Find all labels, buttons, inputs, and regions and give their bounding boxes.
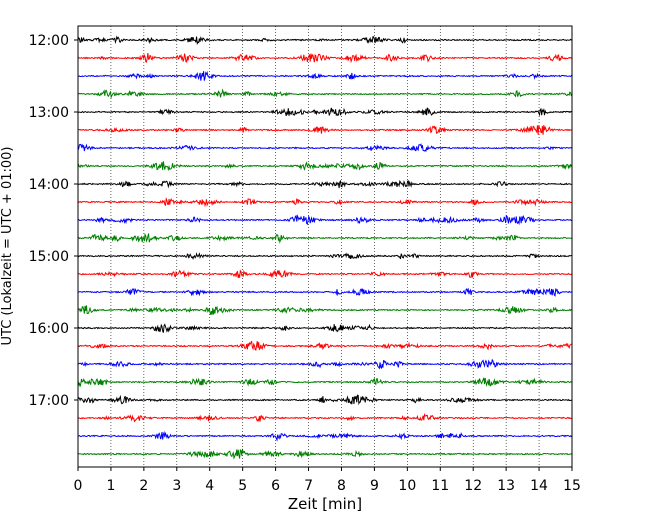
x-tick-label: 9 (370, 478, 379, 494)
trace-line (77, 252, 573, 260)
x-tick-label: 1 (106, 478, 115, 494)
trace-line (77, 305, 573, 315)
trace-line (77, 233, 573, 244)
x-tick-label: 11 (431, 478, 449, 494)
x-tick-label: 15 (563, 478, 581, 494)
trace-line (77, 323, 573, 333)
trace-line (77, 430, 573, 442)
x-tick-label: 6 (271, 478, 280, 494)
trace-line (77, 107, 573, 117)
x-tick-label: 7 (304, 478, 313, 494)
plot-frame (77, 25, 573, 468)
trace-line (77, 70, 573, 81)
x-tick-label: 10 (398, 478, 416, 494)
trace-line (77, 179, 573, 189)
trace-line (77, 340, 573, 351)
x-tick-label: 14 (530, 478, 548, 494)
trace-line (77, 52, 573, 64)
trace-line (77, 35, 573, 46)
trace-line (77, 196, 573, 208)
trace-line (77, 143, 573, 153)
y-axis-label: UTC (Lokalzeit = UTC + 01:00) (0, 147, 15, 346)
trace-line (77, 394, 573, 406)
trace-line (77, 413, 573, 423)
trace-line (77, 88, 573, 99)
y-tick-label: 15:00 (29, 249, 69, 265)
x-tick-label: 5 (238, 478, 247, 494)
plot-background (78, 26, 572, 467)
trace-line (77, 269, 573, 279)
trace-line (77, 214, 573, 226)
x-tick-label: 2 (139, 478, 148, 494)
x-axis-ticks: 0 1 2 3 4 5 6 7 8 9 10 11 12 13 14 15 (74, 467, 581, 494)
x-tick-label: 0 (74, 478, 83, 494)
trace-line (77, 287, 573, 297)
x-tick-label: 13 (497, 478, 515, 494)
x-tick-label: 4 (205, 478, 214, 494)
trace-line (77, 448, 573, 460)
y-tick-label: 12:00 (29, 33, 69, 49)
x-tick-label: 12 (464, 478, 482, 494)
trace-line (77, 124, 573, 135)
trace-line (77, 161, 573, 172)
y-tick-label: 14:00 (29, 177, 69, 193)
y-tick-label: 13:00 (29, 105, 69, 121)
trace-line (77, 377, 573, 388)
y-tick-label: 17:00 (29, 393, 69, 409)
trace-line (77, 358, 573, 370)
y-axis-ticks: 12:00 13:00 14:00 15:00 16:00 17:00 (29, 33, 78, 409)
x-axis-label: Zeit [min] (288, 495, 362, 513)
x-tick-label: 8 (337, 478, 346, 494)
y-tick-label: 16:00 (29, 321, 69, 337)
seismic-traces (77, 35, 573, 460)
x-tick-label: 3 (172, 478, 181, 494)
